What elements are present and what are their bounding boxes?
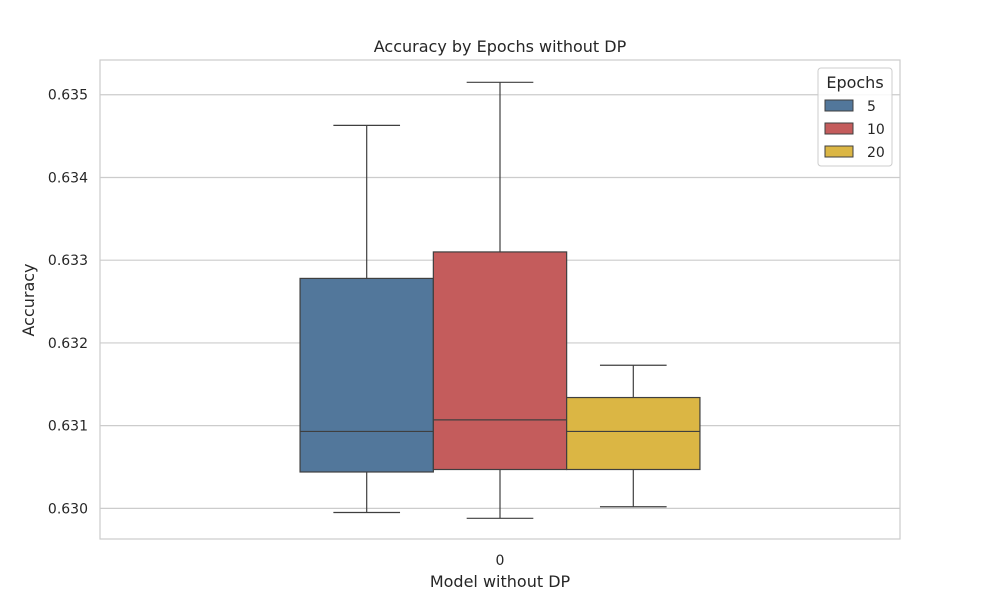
legend-items: 5 10 20 [824, 99, 885, 161]
y-tick-label: 0.634 [48, 170, 88, 186]
y-axis-label: Accuracy [19, 263, 38, 336]
legend-swatch [824, 145, 854, 158]
box-series [299, 81, 701, 519]
iqr-box [432, 251, 568, 471]
plot-frame [99, 59, 901, 540]
legend-label: 5 [867, 99, 876, 115]
y-tick-labels: 0.630 0.631 0.632 0.633 0.634 0.635 [48, 88, 88, 518]
legend-label: 20 [867, 145, 885, 161]
y-tick-label: 0.633 [48, 253, 88, 269]
iqr-box [566, 396, 701, 471]
chart-title: Accuracy by Epochs without DP [374, 37, 627, 56]
legend-swatch [824, 122, 854, 135]
legend-swatch [824, 99, 854, 112]
legend-item-10: 10 [824, 122, 885, 138]
x-axis-label: Model without DP [430, 572, 571, 591]
x-tick-labels: 0 [496, 553, 505, 569]
legend-item-20: 20 [824, 145, 885, 161]
y-tick-label: 0.635 [48, 88, 88, 104]
y-tick-label: 0.630 [48, 501, 88, 517]
box-epochs-20 [566, 364, 701, 508]
box-epochs-10 [432, 81, 568, 519]
y-tick-label: 0.631 [48, 419, 88, 435]
iqr-box [299, 277, 434, 473]
legend-frame [817, 67, 893, 167]
x-tick-label: 0 [496, 553, 505, 569]
legend: Epochs 5 10 20 [817, 67, 893, 167]
legend-label: 10 [867, 122, 885, 138]
legend-title: Epochs [826, 73, 883, 92]
legend-item-5: 5 [824, 99, 876, 115]
y-tick-label: 0.632 [48, 336, 88, 352]
box-epochs-5 [299, 124, 434, 514]
